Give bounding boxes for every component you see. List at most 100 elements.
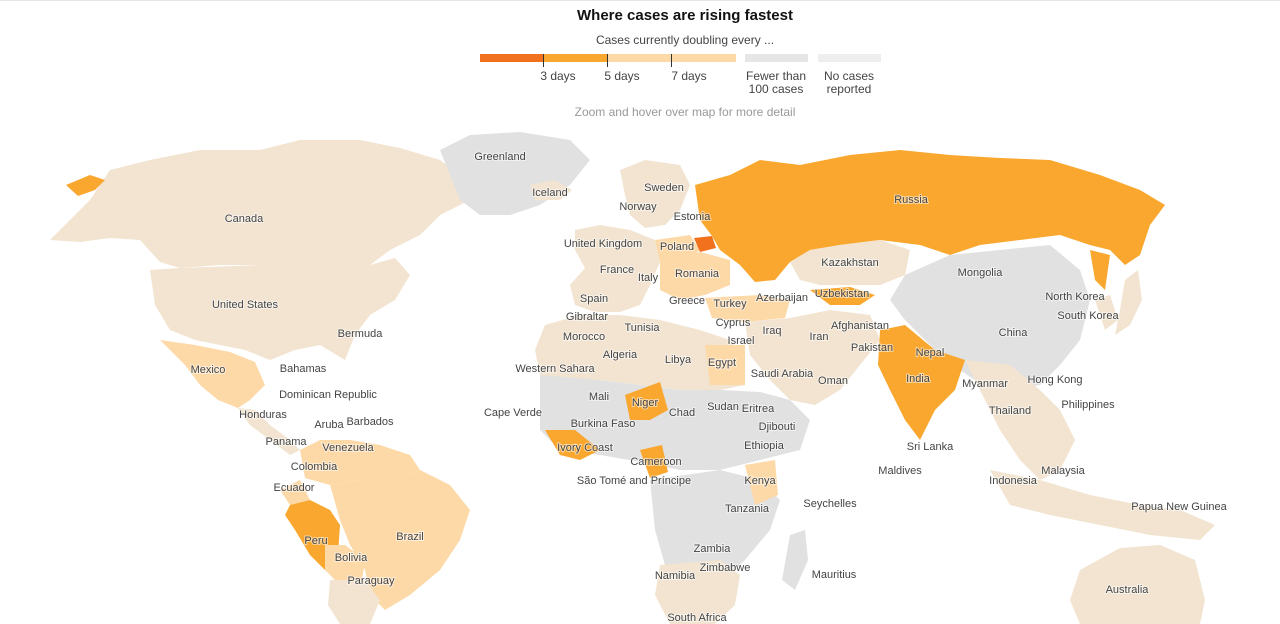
map-label-pakistan: Pakistan: [851, 342, 893, 354]
country-russia-east[interactable]: [1090, 250, 1110, 290]
map-label-azerbaijan: Azerbaijan: [756, 292, 808, 304]
map-label-mauritius: Mauritius: [812, 569, 857, 581]
country-brazil[interactable]: [330, 470, 470, 610]
world-map[interactable]: Greenland Iceland Sweden Norway Estonia Russi…: [0, 125, 1280, 624]
map-label-bermuda: Bermuda: [338, 328, 384, 340]
map-label-israel: Israel: [728, 335, 755, 347]
country-sahel[interactable]: [540, 375, 810, 470]
map-label-niger: Niger: [632, 397, 659, 409]
map-label-greece: Greece: [669, 295, 705, 307]
map-label-hong-kong: Hong Kong: [1027, 374, 1082, 386]
country-paraguay-chile[interactable]: [328, 580, 380, 624]
map-label-djibouti: Djibouti: [759, 421, 796, 433]
map-label-kazakhstan: Kazakhstan: [821, 257, 878, 269]
map-label-paraguay: Paraguay: [347, 575, 395, 587]
country-madagascar[interactable]: [782, 530, 808, 590]
map-label-thailand: Thailand: [989, 405, 1031, 417]
country-western-europe[interactable]: [570, 225, 660, 312]
legend-label-none-line1: No cases: [823, 69, 875, 83]
country-central-america[interactable]: [238, 408, 300, 455]
country-shapes[interactable]: [50, 132, 1215, 624]
map-label-norway: Norway: [619, 201, 657, 213]
legend-label-3-days: 3 days: [540, 69, 576, 83]
map-label-france: France: [600, 264, 634, 276]
legend-label-7-days: 7 days: [671, 69, 707, 83]
map-label-sudan: Sudan: [707, 401, 739, 413]
country-iceland[interactable]: [530, 180, 572, 200]
map-label-south-korea: South Korea: [1057, 310, 1119, 322]
country-united-states[interactable]: [150, 258, 410, 360]
map-label-ecuador: Ecuador: [274, 482, 315, 494]
map-label-venezuela: Venezuela: [322, 442, 374, 454]
legend-label-none-line2: reported: [826, 82, 872, 96]
legend-swatch-5-days: [544, 54, 608, 62]
country-canada[interactable]: [50, 140, 470, 270]
map-label-libya: Libya: [665, 354, 692, 366]
country-cameroon[interactable]: [640, 445, 668, 478]
map-label-tanzania: Tanzania: [725, 503, 770, 515]
country-belarus[interactable]: [694, 236, 716, 252]
country-north-africa[interactable]: [535, 315, 745, 390]
map-label-colombia: Colombia: [291, 461, 338, 473]
map-label-cape-verde: Cape Verde: [484, 407, 542, 419]
legend-tick: [543, 54, 544, 67]
country-egypt[interactable]: [705, 345, 745, 385]
map-label-maldives: Maldives: [878, 465, 922, 477]
country-ecuador[interactable]: [280, 480, 310, 505]
map-title: Where cases are rising fastest: [577, 7, 793, 24]
country-turkey[interactable]: [705, 295, 790, 322]
country-labels: Greenland Iceland Sweden Norway Estonia Russi…: [190, 150, 1229, 624]
map-label-panama: Panama: [266, 436, 308, 448]
map-label-estonia: Estonia: [674, 211, 712, 223]
country-kazakhstan[interactable]: [790, 240, 910, 285]
country-west-africa[interactable]: [545, 430, 600, 460]
map-label-algeria: Algeria: [603, 349, 638, 361]
country-russia[interactable]: [695, 150, 1165, 282]
map-label-barbados: Barbados: [346, 416, 394, 428]
map-subtitle: Cases currently doubling every ...: [595, 33, 775, 47]
country-mexico[interactable]: [160, 340, 265, 408]
map-label-united-states: United States: [212, 299, 279, 311]
map-label-burkina-faso: Burkina Faso: [571, 418, 636, 430]
country-australia[interactable]: [1070, 545, 1205, 624]
map-label-western-sahara: Western Sahara: [515, 363, 595, 375]
map-label-s-o-tom-and-pr-ncipe: São Tomé and Príncipe: [577, 475, 691, 487]
map-label-turkey: Turkey: [713, 298, 747, 310]
country-india[interactable]: [878, 325, 965, 440]
legend-label-none: No cases reported: [813, 70, 885, 96]
map-label-mali: Mali: [589, 391, 609, 403]
map-label-spain: Spain: [580, 293, 608, 305]
map-label-greenland: Greenland: [474, 151, 525, 163]
country-uzbekistan[interactable]: [810, 287, 875, 305]
country-middle-east[interactable]: [745, 310, 880, 405]
country-japan[interactable]: [1115, 270, 1142, 335]
map-label-saudi-arabia: Saudi Arabia: [751, 368, 814, 380]
country-niger[interactable]: [625, 382, 668, 420]
country-alaska-region[interactable]: [66, 175, 105, 196]
map-label-united-kingdom: United Kingdom: [564, 238, 642, 250]
country-indonesia[interactable]: [990, 470, 1215, 540]
map-label-canada: Canada: [225, 213, 264, 225]
map-label-australia: Australia: [1106, 584, 1150, 596]
legend-swatch-3-days: [480, 54, 544, 62]
map-label-bahamas: Bahamas: [280, 363, 327, 375]
map-label-sri-lanka: Sri Lanka: [907, 441, 954, 453]
country-eastern-europe[interactable]: [660, 252, 730, 300]
map-label-namibia: Namibia: [655, 570, 696, 582]
country-venezuela-colombia[interactable]: [300, 440, 420, 485]
zoom-hint: Zoom and hover over map for more detail: [574, 105, 796, 119]
legend-tick: [607, 54, 608, 67]
map-label-italy: Italy: [638, 272, 659, 284]
map-label-philippines: Philippines: [1061, 399, 1115, 411]
map-label-egypt: Egypt: [708, 357, 736, 369]
map-label-sweden: Sweden: [644, 182, 684, 194]
map-label-ethiopia: Ethiopia: [744, 440, 785, 452]
country-kenya[interactable]: [745, 460, 778, 505]
map-label-zimbabwe: Zimbabwe: [700, 562, 751, 574]
map-label-afghanistan: Afghanistan: [831, 320, 889, 332]
country-southeast-asia[interactable]: [965, 360, 1075, 480]
country-bolivia[interactable]: [325, 545, 365, 585]
country-scandinavia[interactable]: [620, 160, 690, 228]
country-southern-africa[interactable]: [655, 560, 740, 624]
country-korea[interactable]: [1095, 295, 1118, 330]
